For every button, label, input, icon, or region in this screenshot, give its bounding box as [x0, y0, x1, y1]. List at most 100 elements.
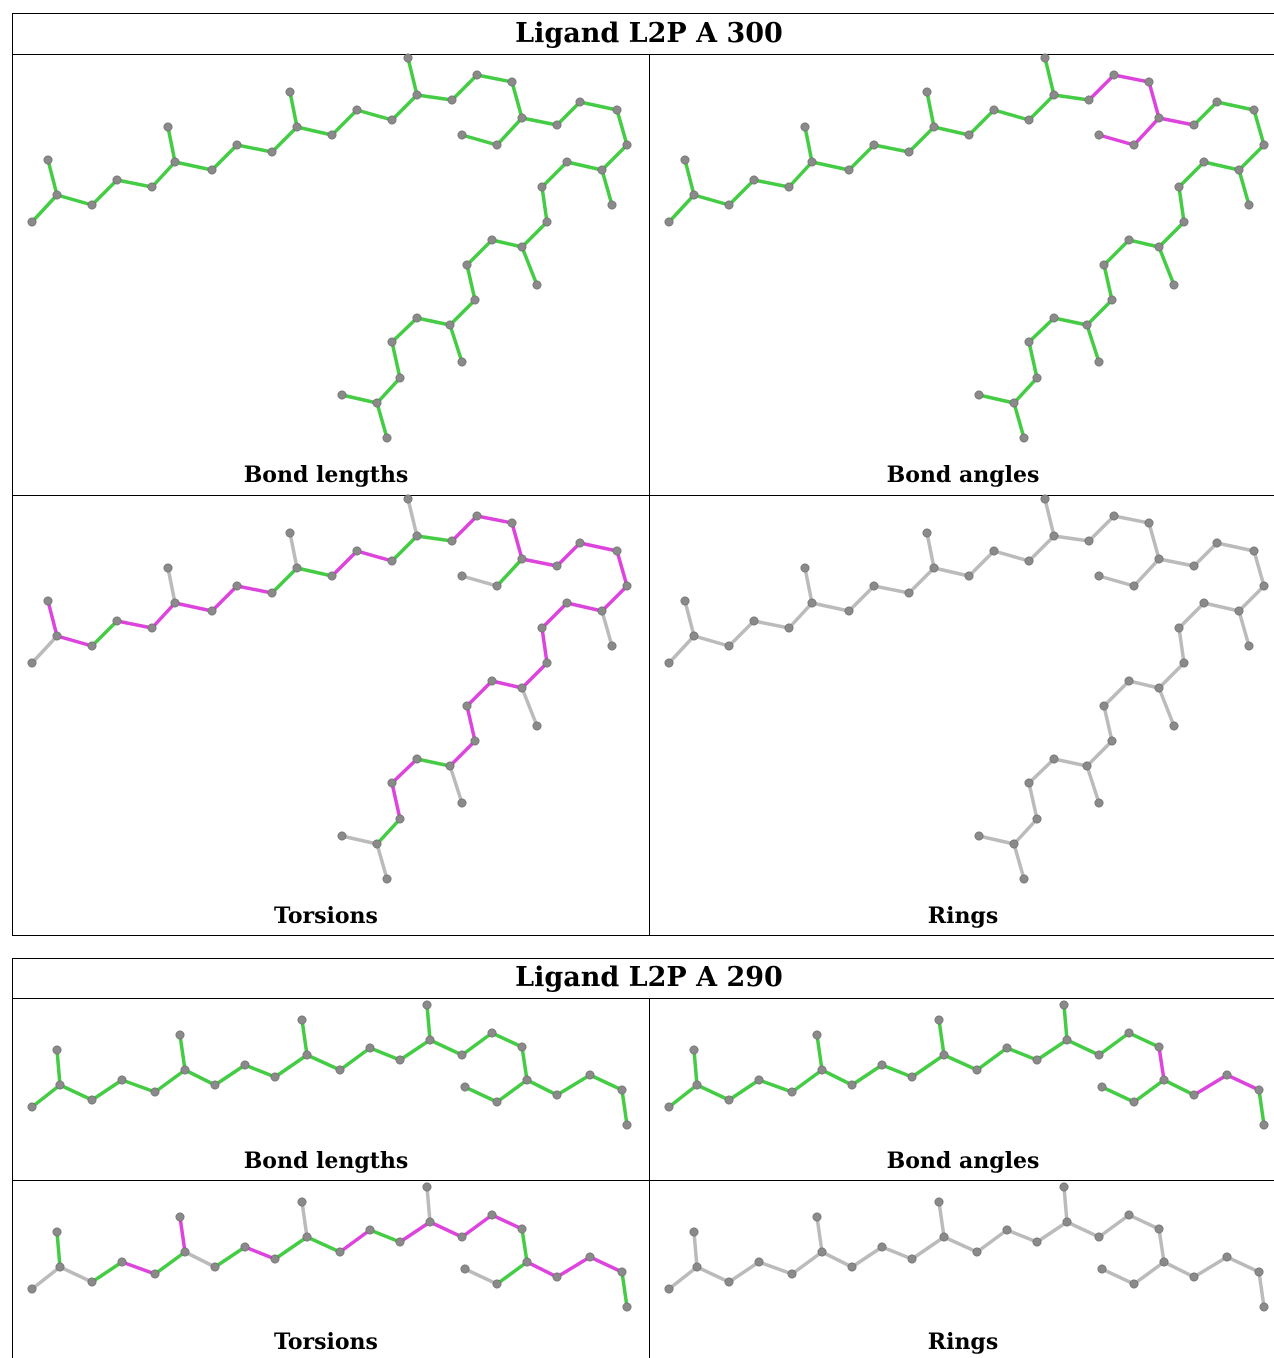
bond: [695, 1083, 731, 1102]
cell-caption: Bond angles: [887, 462, 1040, 488]
atom: [929, 122, 939, 132]
atom: [989, 546, 999, 556]
atom: [1094, 1050, 1104, 1060]
bond: [46, 158, 59, 197]
bond: [30, 193, 59, 224]
atom: [1249, 105, 1259, 115]
atom: [869, 581, 879, 591]
bond: [448, 739, 477, 768]
atom: [1174, 182, 1184, 192]
atom: [1169, 721, 1179, 731]
cell-caption: Rings: [928, 903, 998, 929]
atom: [492, 1097, 502, 1107]
bond: [520, 1045, 529, 1082]
atom: [542, 658, 552, 668]
atom: [297, 1197, 307, 1207]
bond: [1252, 549, 1266, 588]
atom: [585, 1070, 595, 1080]
bond: [58, 1265, 94, 1284]
atom: [1254, 1267, 1264, 1277]
atom: [1009, 839, 1019, 849]
atom: [87, 200, 97, 210]
bond: [1192, 541, 1219, 568]
molecule: [664, 53, 1269, 443]
atom: [622, 581, 632, 591]
atom: [844, 606, 854, 616]
atom: [724, 1277, 734, 1287]
atom: [1094, 1232, 1104, 1242]
atom: [1019, 433, 1029, 443]
atom: [117, 1075, 127, 1085]
atom: [352, 546, 362, 556]
atom: [27, 658, 37, 668]
atom: [492, 1279, 502, 1289]
bond: [406, 497, 419, 538]
bond: [992, 108, 1031, 122]
bond: [942, 1053, 979, 1072]
bond: [1127, 1213, 1161, 1231]
atom: [52, 1227, 62, 1237]
bond: [578, 100, 619, 112]
atom: [270, 1254, 280, 1264]
atom: [562, 157, 572, 167]
bond: [1065, 1220, 1101, 1239]
bond: [815, 1215, 824, 1254]
bond: [1087, 514, 1116, 543]
bond: [510, 521, 524, 561]
bond: [415, 534, 454, 543]
atom: [382, 433, 392, 443]
atom: [1124, 1210, 1134, 1220]
bond: [243, 1245, 277, 1261]
bond: [490, 1031, 524, 1049]
atom: [1040, 494, 1050, 504]
bond: [787, 601, 814, 630]
atom: [55, 1080, 65, 1090]
atom: [180, 1065, 190, 1075]
atom: [487, 235, 497, 245]
atom: [787, 1087, 797, 1097]
bond: [55, 193, 94, 207]
atom: [537, 623, 547, 633]
atom: [617, 1267, 627, 1277]
bond: [727, 1260, 761, 1284]
cell-caption: Rings: [928, 1329, 998, 1355]
bond: [1162, 1260, 1196, 1279]
bond: [475, 73, 514, 84]
atom: [425, 1035, 435, 1045]
bond: [166, 125, 177, 164]
atom: [52, 190, 62, 200]
atom: [487, 1028, 497, 1038]
atom: [337, 390, 347, 400]
bond: [495, 1260, 529, 1286]
atom: [1059, 1000, 1069, 1010]
atom: [1129, 140, 1139, 150]
bond: [1127, 1031, 1161, 1049]
bond: [810, 601, 851, 613]
atom: [517, 242, 527, 252]
bond: [448, 323, 464, 364]
bond: [847, 584, 876, 613]
bond: [787, 160, 814, 189]
atom: [412, 754, 422, 764]
atom: [692, 1262, 702, 1272]
molecule: [27, 53, 632, 443]
bond: [448, 298, 477, 327]
bond: [757, 1260, 794, 1276]
atom: [447, 536, 457, 546]
bond: [1192, 1073, 1229, 1097]
atom: [1107, 736, 1117, 746]
bond: [600, 609, 614, 648]
bond: [1225, 1255, 1261, 1274]
atom: [1049, 313, 1059, 323]
bond: [390, 781, 402, 821]
atom: [1032, 1237, 1042, 1247]
bond: [490, 238, 524, 249]
atom: [522, 1075, 532, 1085]
atom: [1059, 1182, 1069, 1192]
bond: [153, 1068, 187, 1094]
bond: [667, 634, 696, 665]
atom: [800, 122, 810, 132]
bond: [555, 100, 582, 127]
atom: [607, 641, 617, 651]
